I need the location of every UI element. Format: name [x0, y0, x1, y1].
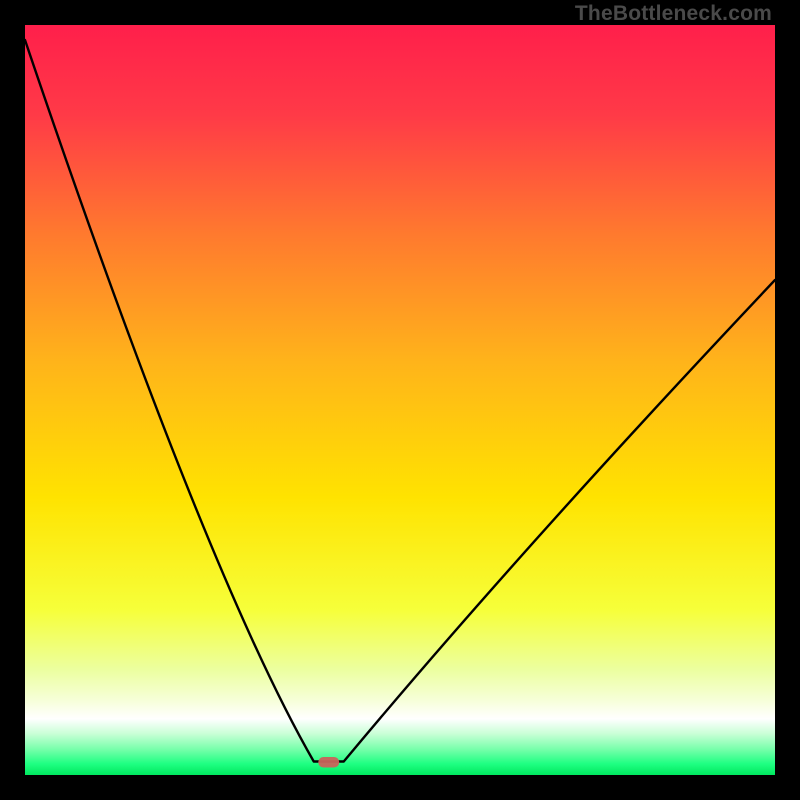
optimum-marker [318, 757, 339, 768]
watermark-text: TheBottleneck.com [575, 2, 772, 26]
plot-area [25, 25, 775, 775]
chart-svg [25, 25, 775, 775]
chart-frame: TheBottleneck.com [0, 0, 800, 800]
